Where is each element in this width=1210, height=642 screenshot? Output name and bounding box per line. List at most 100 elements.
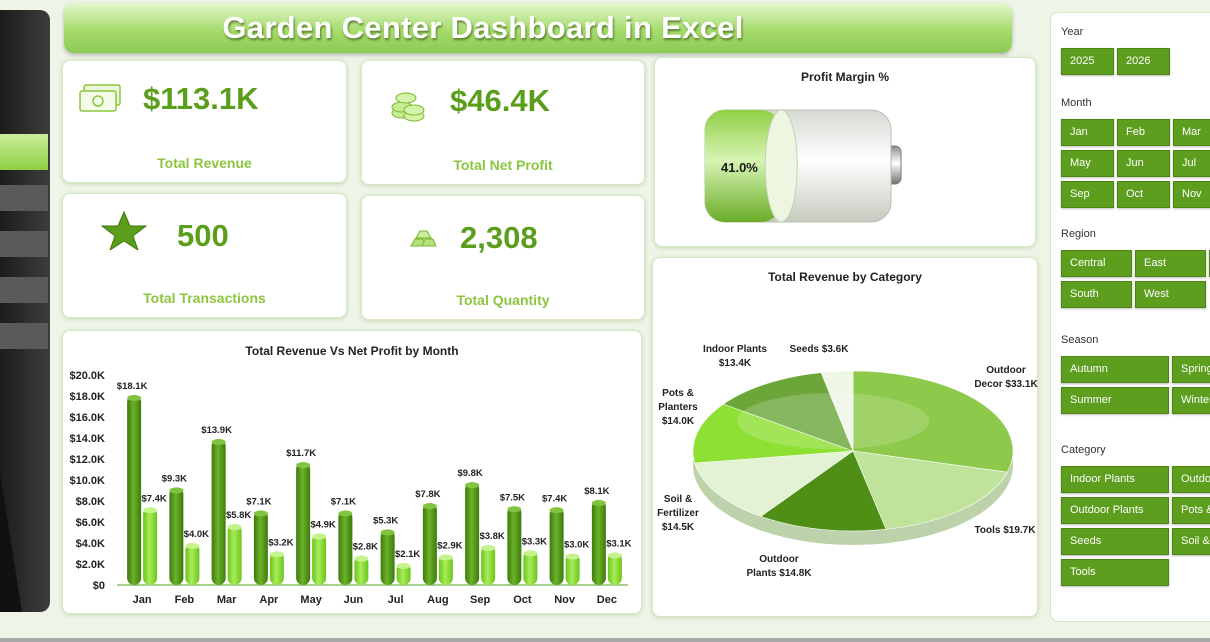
- revenue-bar-cap: [169, 487, 184, 494]
- net-profit-data-label: $3.0K: [564, 540, 589, 551]
- revenue-bar[interactable]: [211, 439, 226, 585]
- revenue-bar[interactable]: [296, 462, 311, 585]
- net-profit-bar[interactable]: [185, 543, 200, 585]
- nav-item[interactable]: [0, 231, 48, 257]
- pie-data-label: Seeds $3.6K: [790, 344, 850, 355]
- battery-gauge: [704, 109, 902, 223]
- slicer-category-outdoor-plants[interactable]: Outdoor Plants: [1061, 497, 1169, 524]
- net-profit-bar[interactable]: [354, 555, 369, 585]
- slicer-category-pots-planters[interactable]: Pots &: [1172, 497, 1210, 524]
- revenue-bar-cap: [507, 506, 522, 513]
- slicer-category-tools[interactable]: Tools: [1061, 559, 1169, 586]
- pie-slice[interactable]: [692, 403, 854, 464]
- x-tick-label: May: [300, 594, 322, 606]
- slicer-month-sep[interactable]: Sep: [1061, 181, 1114, 208]
- slicer-month-may[interactable]: May: [1061, 150, 1114, 177]
- revenue-bar[interactable]: [507, 506, 522, 585]
- profit-margin-panel: Profit Margin % 41.0%: [654, 57, 1036, 247]
- net-profit-bar[interactable]: [269, 551, 284, 585]
- slicer-month-oct[interactable]: Oct: [1117, 181, 1170, 208]
- coins-icon: [391, 92, 425, 122]
- revenue-bar[interactable]: [253, 510, 268, 585]
- revenue-data-label: $11.7K: [286, 448, 316, 459]
- net-profit-bar[interactable]: [565, 553, 580, 586]
- net-profit-data-label: $2.8K: [353, 542, 378, 553]
- net-profit-bar-cap: [607, 552, 622, 559]
- pie-slice[interactable]: [852, 450, 1008, 530]
- gold-bars-icon: [410, 230, 437, 247]
- window-bottom-edge: [0, 638, 1210, 642]
- slicer-month-nov[interactable]: Nov: [1173, 181, 1210, 208]
- net-profit-bar-cap: [438, 554, 453, 561]
- revenue-bar[interactable]: [465, 482, 480, 585]
- revenue-bar[interactable]: [380, 529, 395, 585]
- slicer-region-east[interactable]: East: [1135, 250, 1206, 277]
- net-profit-bar[interactable]: [438, 554, 453, 585]
- pie-slice[interactable]: [722, 372, 854, 452]
- revenue-data-label: $7.1K: [331, 496, 356, 507]
- x-tick-label: Apr: [259, 594, 279, 606]
- revenue-bar[interactable]: [338, 510, 353, 585]
- slicer-month-jul[interactable]: Jul: [1173, 150, 1210, 177]
- pie-slice[interactable]: [760, 450, 887, 532]
- net-profit-bar[interactable]: [227, 524, 242, 585]
- slicer-category-outdoor-decor[interactable]: Outdoor: [1172, 466, 1210, 493]
- nav-item[interactable]: [0, 185, 48, 211]
- pie-data-label: Outdoor Plants $14.8K: [746, 554, 812, 579]
- slicer-season-winter[interactable]: Winter: [1172, 387, 1210, 414]
- revenue-data-label: $18.1K: [117, 381, 148, 392]
- slicer-category-indoor-plants[interactable]: Indoor Plants: [1061, 466, 1169, 493]
- slicer-month-jan[interactable]: Jan: [1061, 119, 1114, 146]
- slicer-month-feb[interactable]: Feb: [1117, 119, 1170, 146]
- net-profit-bar[interactable]: [312, 533, 327, 585]
- revenue-bar-cap: [127, 394, 142, 401]
- nav-item[interactable]: [0, 277, 48, 303]
- slicer-region-west[interactable]: West: [1135, 281, 1206, 308]
- slicer-region-south[interactable]: South: [1061, 281, 1132, 308]
- net-profit-bar-cap: [396, 562, 411, 569]
- net-profit-data-label: $3.3K: [522, 536, 547, 547]
- y-tick-label: $0: [93, 580, 105, 592]
- slicer-year-2026[interactable]: 2026: [1117, 48, 1170, 75]
- y-tick-label: $4.0K: [76, 538, 105, 550]
- nav-item[interactable]: [0, 323, 48, 349]
- net-profit-data-label: $4.0K: [184, 529, 209, 540]
- x-tick-label: Sep: [470, 594, 490, 606]
- slicer-region-central[interactable]: Central: [1061, 250, 1132, 277]
- slicer-category-soil-fertilizer[interactable]: Soil &: [1172, 528, 1210, 555]
- slicer-month-mar[interactable]: Mar: [1173, 119, 1210, 146]
- slicer-season-autumn[interactable]: Autumn: [1061, 356, 1169, 383]
- revenue-category-chart-panel: Total Revenue by Category Outdoor Decor $…: [652, 257, 1038, 617]
- star-icon: [100, 210, 148, 250]
- pie-data-label: Tools $19.7K: [975, 525, 1037, 536]
- y-tick-label: $20.0K: [70, 370, 106, 382]
- slicer-month-jun[interactable]: Jun: [1117, 150, 1170, 177]
- revenue-bar[interactable]: [591, 499, 606, 585]
- revenue-bar[interactable]: [127, 394, 142, 585]
- net-profit-bar[interactable]: [607, 552, 622, 585]
- slicer-year-2025[interactable]: 2025: [1061, 48, 1114, 75]
- revenue-bar[interactable]: [422, 503, 437, 585]
- slicer-season-spring[interactable]: Spring: [1172, 356, 1210, 383]
- slicer-category-seeds[interactable]: Seeds: [1061, 528, 1169, 555]
- revenue-bar[interactable]: [169, 487, 184, 585]
- pie-slice[interactable]: [820, 370, 854, 452]
- revenue-data-label: $9.8K: [457, 468, 482, 479]
- kpi-value: 2,308: [460, 220, 538, 255]
- slicer-season-summer[interactable]: Summer: [1061, 387, 1169, 414]
- battery-fill-edge: [764, 109, 798, 223]
- pie-slice[interactable]: [694, 450, 855, 517]
- net-profit-bar[interactable]: [523, 550, 538, 585]
- kpi-label: Total Revenue: [157, 155, 252, 171]
- net-profit-data-label: $2.1K: [395, 549, 420, 560]
- x-tick-label: Mar: [217, 594, 237, 606]
- pie-slice[interactable]: [852, 370, 1014, 473]
- revenue-data-label: $7.1K: [246, 496, 271, 507]
- net-profit-bar[interactable]: [481, 545, 496, 585]
- x-tick-label: Jun: [344, 594, 364, 606]
- revenue-bar[interactable]: [549, 507, 564, 585]
- nav-item-active[interactable]: [0, 134, 48, 170]
- slicer-region-header: Region: [1061, 228, 1096, 240]
- net-profit-bar[interactable]: [143, 507, 158, 585]
- revenue-data-label: $9.3K: [162, 473, 187, 484]
